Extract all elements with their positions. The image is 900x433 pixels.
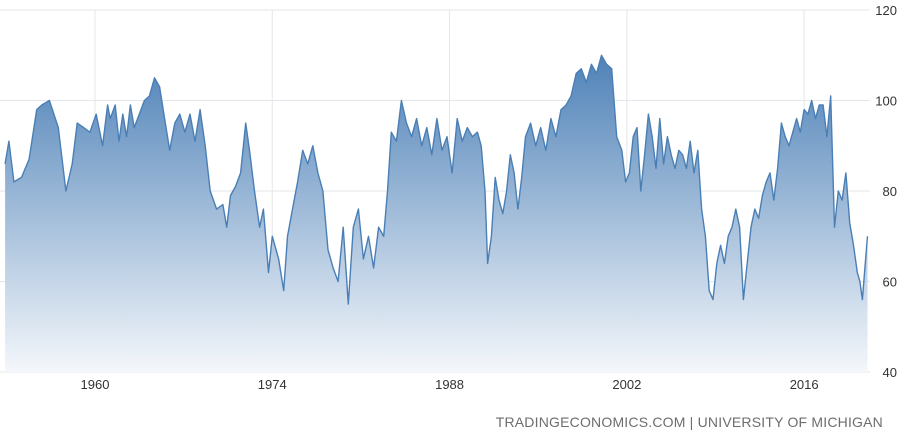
x-tick-label-1960: 1960	[81, 377, 110, 392]
line-series	[4, 54, 869, 305]
y-axis: 40 60 80 100 120	[875, 3, 897, 380]
y-tick-label-60: 60	[883, 275, 897, 290]
x-tick-label-1988: 1988	[435, 377, 464, 392]
y-tick-label-80: 80	[883, 184, 897, 199]
y-tick-label-120: 120	[875, 3, 897, 18]
y-tick-label-40: 40	[883, 365, 897, 380]
area-series	[5, 55, 868, 372]
y-tick-label-100: 100	[875, 94, 897, 109]
x-tick-label-1974: 1974	[258, 377, 287, 392]
source-label: TRADINGECONOMICS.COM | UNIVERSITY OF MIC…	[496, 414, 883, 430]
x-axis: 1960 1974 1988 2002 2016	[81, 377, 819, 392]
x-tick-label-2016: 2016	[790, 377, 819, 392]
x-tick-label-2002: 2002	[612, 377, 641, 392]
